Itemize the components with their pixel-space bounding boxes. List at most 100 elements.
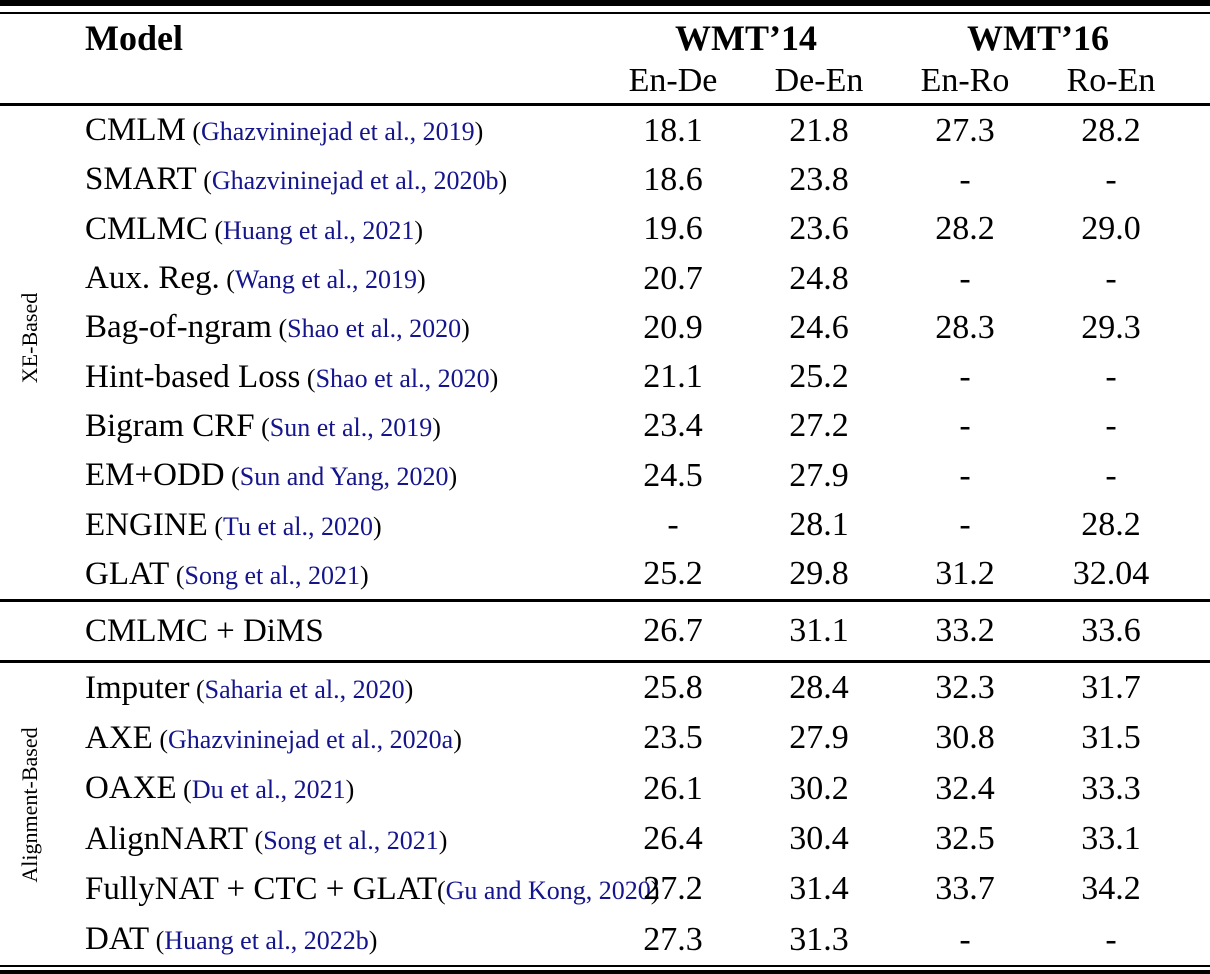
score-cell: 29.0	[1081, 210, 1141, 248]
citation-link[interactable]: Shao et al., 2020	[287, 314, 462, 344]
citation-link[interactable]: Huang et al., 2022b	[164, 926, 369, 956]
score-cell: 32.04	[1072, 555, 1150, 593]
score-cell: -	[959, 160, 971, 198]
column-header-de-en: De-En	[774, 62, 864, 99]
citation-link[interactable]: Gu and Kong, 2020	[445, 875, 651, 905]
table-row: Bag-of-ngram (Shao et al., 2020) 20.9 24.6…	[0, 303, 1210, 352]
citation-link[interactable]: Du et al., 2021	[191, 775, 346, 805]
score-cell: 26.4	[643, 820, 703, 858]
score-cell: 21.1	[643, 358, 703, 396]
table-row: CMLMC (Huang et al., 2021) 19.6 23.6 28.2 29…	[0, 205, 1210, 254]
citation-paren-close: )	[461, 314, 470, 344]
citation-link[interactable]: Wang et al., 2019	[234, 265, 417, 295]
bottom-thick-rule	[0, 970, 1210, 974]
score-cell: -	[667, 506, 679, 544]
citation-paren-open: (	[189, 674, 205, 704]
score-cell: 18.6	[643, 160, 703, 198]
model-cell: Bag-of-ngram (Shao et al., 2020)	[0, 309, 600, 346]
citation-paren-close: )	[360, 560, 369, 590]
model-cell: GLAT (Song et al., 2021)	[0, 556, 600, 593]
citation-link[interactable]: Song et al., 2021	[184, 560, 361, 590]
model-name: CMLMC	[85, 210, 208, 247]
citation-link[interactable]: Song et al., 2021	[263, 825, 439, 855]
score-cell: 30.4	[789, 820, 849, 858]
score-cell: 31.2	[935, 555, 995, 593]
citation-link[interactable]: Sun and Yang, 2020	[239, 462, 449, 492]
model-name: Imputer	[85, 669, 190, 706]
citation-paren-close: )	[372, 511, 382, 541]
score-cell: 28.2	[1081, 111, 1141, 149]
table-row: Aux. Reg. (Wang et al., 2019) 20.7 24.8 - -	[0, 254, 1210, 303]
citation-paren-close: )	[414, 215, 424, 245]
citation-link[interactable]: Shao et al., 2020	[315, 363, 490, 393]
score-cell: 30.2	[789, 769, 849, 807]
citation-paren-open: (	[254, 412, 270, 442]
score-cell: 34.2	[1081, 870, 1141, 908]
citation-link[interactable]: Saharia et al., 2020	[204, 674, 405, 704]
citation-link[interactable]: Ghazvininejad et al., 2019	[201, 117, 475, 147]
score-cell: 21.8	[789, 111, 849, 149]
score-cell: 27.2	[789, 407, 849, 445]
score-cell: -	[959, 920, 971, 958]
score-cell: -	[1105, 920, 1117, 958]
column-header-model: Model	[85, 18, 183, 58]
citation-paren-close: )	[416, 265, 426, 295]
table-row: AXE (Ghazvininejad et al., 2020a) 23.5 27.…	[0, 713, 1210, 763]
score-cell: -	[959, 456, 971, 494]
score-cell: -	[959, 358, 971, 396]
score-cell: 29.8	[789, 555, 849, 593]
table-row: AlignNART (Song et al., 2021) 26.4 30.4 32.…	[0, 814, 1210, 864]
model-name: CMLM	[85, 112, 186, 149]
citation-paren-close: )	[474, 117, 484, 147]
model-cell: FullyNAT + CTC + GLAT(Gu and Kong, 2020)	[0, 871, 659, 908]
score-cell: 26.1	[643, 769, 703, 807]
score-cell: -	[1105, 358, 1117, 396]
model-cell: DAT (Huang et al., 2022b)	[0, 921, 600, 958]
table-row: GLAT (Song et al., 2021) 25.2 29.8 31.2 32.0…	[0, 550, 1210, 599]
citation-paren-close: )	[404, 674, 414, 704]
score-cell: 29.3	[1081, 308, 1141, 346]
score-cell: 23.5	[643, 719, 703, 757]
model-cell: Imputer (Saharia et al., 2020)	[0, 670, 600, 707]
top-thin-rule	[0, 12, 1210, 14]
model-cell: OAXE (Du et al., 2021)	[0, 770, 600, 807]
model-name: CMLMC + DiMS	[85, 612, 324, 649]
citation-link[interactable]: Sun et al., 2019	[269, 412, 433, 442]
column-header-en-de: En-De	[628, 62, 718, 99]
table-row: CMLM (Ghazvininejad et al., 2019) 18.1 21.…	[0, 106, 1210, 155]
score-cell: 25.2	[789, 358, 849, 396]
model-name: EM+ODD	[85, 457, 225, 494]
citation-link[interactable]: Ghazvininejad et al., 2020b	[211, 166, 499, 196]
model-name: DAT	[85, 921, 150, 958]
model-cell: CMLMC + DiMS	[0, 613, 600, 650]
citation-paren-close: )	[438, 825, 448, 855]
citation-paren-open: (	[176, 775, 192, 805]
model-cell: SMART (Ghazvininejad et al., 2020b)	[0, 161, 600, 198]
score-cell: 27.3	[643, 920, 703, 958]
table-row: EM+ODD (Sun and Yang, 2020) 24.5 27.9 - -	[0, 451, 1210, 500]
score-cell: 31.4	[789, 870, 849, 908]
citation-link[interactable]: Tu et al., 2020	[222, 511, 373, 541]
section-xe-based: XE-Based CMLM (Ghazvininejad et al., 2019…	[0, 106, 1210, 599]
mid-rule-2	[0, 660, 1210, 663]
section-label-xe-based: XE-Based	[17, 292, 42, 383]
model-cell: Hint-based Loss (Shao et al., 2020)	[0, 359, 600, 396]
bottom-thin-rule	[0, 965, 1210, 967]
citation-link[interactable]: Huang et al., 2021	[223, 215, 415, 245]
citation-link[interactable]: Ghazvininejad et al., 2020a	[168, 724, 454, 754]
score-cell: 20.7	[643, 259, 703, 297]
score-cell: 31.7	[1081, 669, 1141, 707]
score-cell: 27.9	[789, 719, 849, 757]
citation-paren-open: (	[169, 560, 185, 590]
score-cell: 31.1	[789, 612, 849, 649]
score-cell: 25.2	[643, 555, 703, 593]
score-cell: -	[959, 259, 971, 297]
score-cell: 28.3	[935, 308, 995, 346]
section-dims: CMLMC + DiMS 26.7 31.1 33.2 33.6	[0, 602, 1210, 660]
column-group-wmt14: WMT’14	[675, 18, 817, 58]
section-label-alignment-based: Alignment-Based	[17, 727, 42, 883]
score-cell: 20.9	[643, 308, 703, 346]
score-cell: 33.7	[935, 870, 995, 908]
model-name: Bag-of-ngram	[85, 309, 272, 346]
